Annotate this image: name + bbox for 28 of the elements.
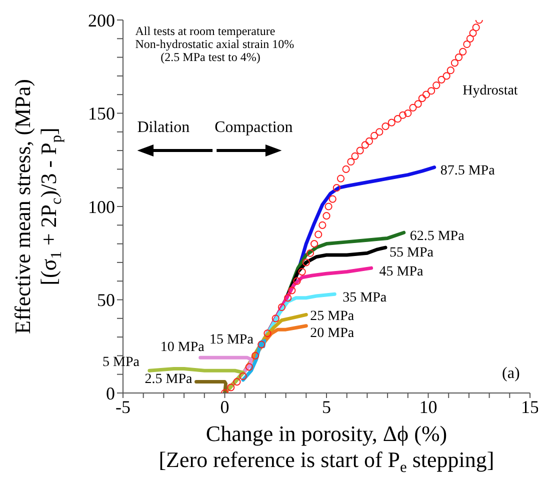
y-tick-label: 50	[97, 290, 115, 310]
series-label: 35 MPa	[342, 290, 388, 306]
series-label: 20 MPa	[310, 326, 355, 342]
x-axis-title: Change in porosity, Δϕ (%) [Zero reference is start of P$_{e}$ stepping]	[158, 421, 494, 476]
series-label: 15 MPa	[209, 332, 254, 348]
x-tick-label: -5	[116, 396, 130, 417]
series-label: Hydrostat	[462, 84, 518, 99]
series-label: 87.5 MPa	[440, 164, 496, 179]
y-tick-label: 0	[106, 383, 115, 404]
y-tick-label: 100	[88, 196, 115, 217]
x-tick-label: 0	[220, 396, 230, 417]
series-label: 55 MPa	[390, 246, 434, 261]
series-label: 25 MPa	[310, 308, 355, 324]
y-tick-label: 150	[88, 104, 115, 124]
series-label: 45 MPa	[379, 264, 424, 280]
y-tick-label: 200	[88, 10, 115, 30]
x-tick-label: 5	[322, 396, 331, 417]
series-label: 2.5 MPa	[144, 372, 194, 388]
x-tick-label: 15	[521, 396, 539, 417]
annotation: Non-hydrostatic axial strain 10%	[135, 36, 294, 51]
annotation: Compaction	[214, 118, 293, 136]
annotation: (2.5 MPa test to 4%)	[160, 50, 260, 64]
x-tick-label: 10	[419, 396, 438, 417]
series-label: 62.5 MPa	[410, 228, 466, 244]
annotation: Dilation	[137, 118, 190, 136]
annotation: All tests at room temperature	[135, 24, 276, 38]
series-label: 10 MPa	[160, 340, 206, 355]
annotation: (a)	[502, 365, 520, 382]
